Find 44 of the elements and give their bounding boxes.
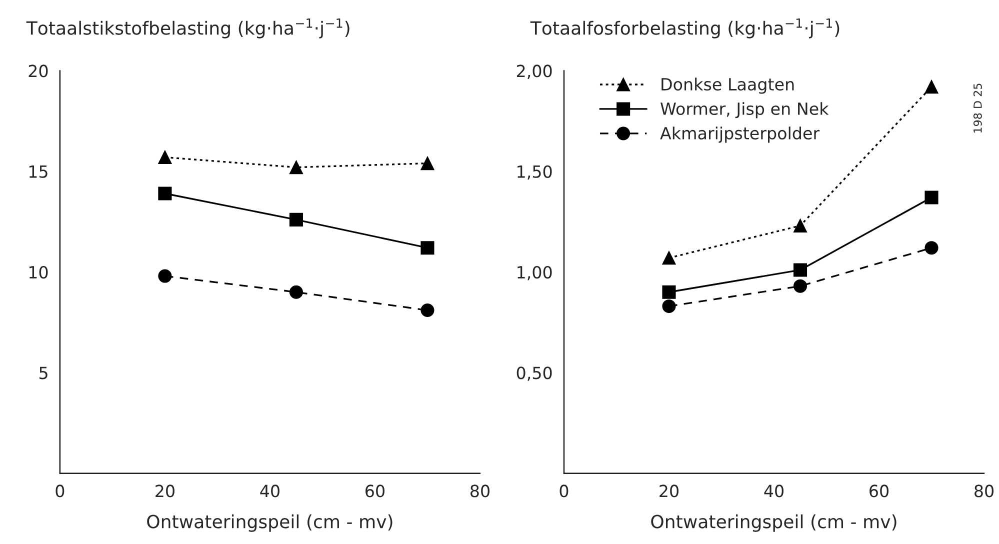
point xyxy=(924,241,938,255)
y-axis-title: Totaalfosforbelasting (kg·ha$^{−1}$·j$^{−1}$) xyxy=(530,18,840,38)
point xyxy=(662,299,676,313)
point xyxy=(662,251,676,265)
y-tick-label: 5 xyxy=(40,366,48,380)
x-axis-title: Ontwateringspeil (cm - mv) xyxy=(147,514,392,532)
x-tick-label: 80 xyxy=(974,484,994,498)
annotation: 198 D 25 xyxy=(973,84,982,133)
point xyxy=(289,285,303,299)
point xyxy=(289,160,303,174)
y-tick-label: 1,50 xyxy=(518,165,552,180)
x-tick-label: 0 xyxy=(560,484,568,498)
y-tick-label: 15 xyxy=(29,166,48,178)
x-axis-title: Ontwateringspeil (cm - mv) xyxy=(651,514,896,532)
legend-label: Donkse Laagten xyxy=(662,78,794,94)
point xyxy=(662,285,676,299)
x-tick-label: 20 xyxy=(156,484,174,498)
x-tick-label: 60 xyxy=(870,484,889,498)
point xyxy=(793,218,808,232)
y-tick-label: 1,00 xyxy=(518,266,552,280)
point xyxy=(420,241,434,255)
legend-label: Akmarijpsterpolder xyxy=(660,126,820,143)
y-axis-title: Totaalstikstofbelasting (kg·ha$^{−1}$·j$^{−1}$) xyxy=(26,18,350,38)
x-tick-label: 0 xyxy=(56,484,64,498)
point xyxy=(158,269,172,283)
point xyxy=(924,80,938,94)
point xyxy=(420,156,434,170)
point xyxy=(924,190,938,204)
point xyxy=(158,186,172,200)
x-tick-label: 20 xyxy=(660,484,678,498)
y-tick-label: 0,50 xyxy=(516,366,552,381)
point xyxy=(793,279,808,293)
legend-label: Wormer, Jisp en Nek xyxy=(660,102,829,118)
point xyxy=(420,303,434,318)
point xyxy=(158,150,172,164)
x-tick-label: 40 xyxy=(260,484,280,498)
x-tick-label: 60 xyxy=(366,484,384,498)
point xyxy=(289,212,303,226)
x-tick-label: 80 xyxy=(470,484,490,498)
point xyxy=(793,263,808,277)
y-tick-label: 20 xyxy=(28,64,48,78)
y-tick-label: 10 xyxy=(29,266,48,279)
y-tick-label: 2,00 xyxy=(516,64,552,79)
x-tick-label: 40 xyxy=(764,484,784,498)
